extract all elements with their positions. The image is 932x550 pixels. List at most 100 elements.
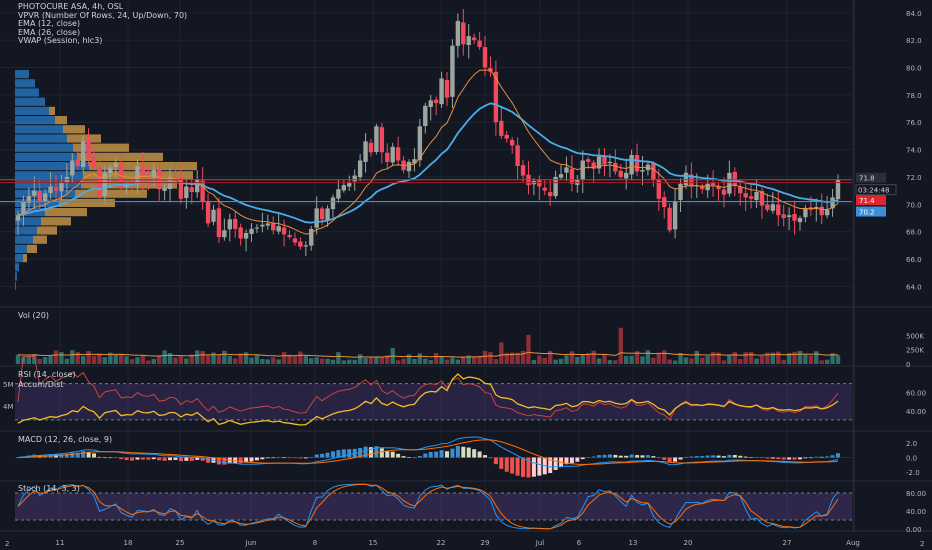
candle-body (347, 182, 352, 187)
volume-bar (575, 356, 580, 364)
macd-histogram-bar (640, 455, 645, 458)
volume-bar (477, 355, 482, 364)
macd-histogram-bar (330, 451, 335, 458)
macd-histogram-bar (412, 457, 417, 459)
volume-bar (629, 355, 634, 364)
volume-bar (542, 357, 547, 364)
macd-histogram-bar (770, 457, 775, 459)
macd-histogram-bar (689, 456, 694, 458)
volume-bar (569, 351, 575, 364)
price-tick-label: 64.0 (906, 283, 922, 291)
volume-bar (233, 358, 238, 364)
volume-bar (385, 355, 390, 364)
volume-bar (748, 352, 754, 364)
vpvr-bar-down (55, 116, 67, 125)
time-tick-label: 13 (629, 539, 638, 547)
macd-histogram-bar (401, 456, 406, 458)
rsi-pane-label[interactable]: RSI (14, close) (18, 370, 76, 379)
volume-bar (70, 350, 75, 364)
macd-histogram-bar (146, 457, 151, 460)
macd-histogram-bar (613, 454, 618, 458)
candle-body (233, 218, 238, 229)
candle-body (395, 147, 401, 161)
volume-pane-label[interactable]: Vol (20) (18, 311, 49, 320)
macd-histogram-bar (379, 448, 384, 458)
macd-histogram-bar (673, 457, 678, 462)
macd-pane-label[interactable]: MACD (12, 26, close, 9) (18, 435, 113, 444)
volume-bar (249, 357, 254, 364)
volume-bar (515, 352, 520, 364)
macd-histogram-bar (787, 457, 792, 460)
macd-histogram-bar (336, 450, 341, 458)
legend-vpvr[interactable]: VPVR (Number Of Rows, 24, Up/Down, 70) (18, 10, 188, 20)
volume-bar (124, 356, 129, 364)
macd-histogram-bar (32, 454, 37, 458)
volume-bar (526, 334, 531, 364)
candle-body (542, 187, 547, 191)
volume-bar (80, 355, 86, 364)
candle-body (759, 190, 765, 206)
candle-body (341, 185, 347, 191)
candle-body (227, 219, 232, 230)
candle-body (515, 145, 520, 166)
volume-bar (129, 359, 135, 364)
volume-bar (417, 353, 423, 364)
macd-histogram-bar (510, 457, 515, 474)
candle-body (569, 168, 575, 184)
price-tick-label: 76.0 (906, 119, 922, 127)
candle-body (765, 204, 770, 210)
macd-histogram-bar (754, 456, 759, 458)
legend-ema12[interactable]: EMA (12, close) (18, 19, 81, 29)
macd-histogram-bar (151, 457, 156, 460)
candle-body (205, 201, 211, 224)
candle-body (613, 162, 618, 172)
volume-bar (357, 354, 363, 364)
candle-body (776, 204, 781, 216)
volume-bar (118, 353, 124, 364)
macd-histogram-bar (92, 453, 97, 458)
volume-bar (314, 357, 319, 364)
macd-histogram-bar (607, 454, 612, 458)
accum-dist-pane-label[interactable]: Accum/Dist (18, 380, 64, 389)
volume-bar (53, 350, 59, 364)
macd-histogram-bar (97, 456, 102, 458)
macd-histogram-bar (445, 451, 450, 458)
time-tick-label: Jul (535, 539, 545, 547)
candle-body (689, 174, 694, 187)
volume-bar (195, 350, 200, 364)
vpvr-bar-up (15, 198, 59, 207)
stoch-pane-label[interactable]: Stoch (14, 3, 3) (18, 484, 80, 493)
candle-body (444, 80, 450, 98)
vpvr-bar-up (15, 70, 29, 79)
ema12-line (17, 69, 839, 235)
vpvr-bar-up (15, 79, 35, 88)
macd-histogram-bar (483, 455, 488, 458)
candle-body (640, 170, 645, 172)
macd-histogram-bar (803, 457, 808, 459)
corner-left-label: 2 (5, 540, 10, 548)
volume-bar (607, 360, 613, 364)
macd-histogram-bar (721, 456, 726, 458)
candle-body (254, 227, 260, 229)
volume-bar (91, 356, 97, 364)
stoch-band (15, 493, 852, 520)
time-tick-label: 22 (437, 539, 446, 547)
macd-histogram-bar (553, 457, 558, 470)
macd-histogram-bar (135, 457, 140, 460)
candle-body (303, 245, 309, 247)
volume-bar (727, 354, 732, 364)
time-tick-label: Jun (245, 539, 257, 547)
volume-bar (634, 351, 640, 364)
candle-body (743, 193, 748, 198)
macd-histogram-bar (776, 457, 781, 460)
macd-histogram-bar (363, 446, 368, 458)
time-tick-label: 6 (577, 539, 582, 547)
macd-histogram-bar (645, 455, 650, 458)
volume-bar (26, 355, 32, 364)
symbol-title: PHOTOCURE ASA, 4h, OSL (18, 2, 124, 11)
candle-body (292, 238, 298, 243)
legend-vwap[interactable]: VWAP (Session, hlc3) (18, 36, 103, 46)
legend-ema26[interactable]: EMA (26, close) (18, 27, 81, 37)
macd-histogram-bar (797, 457, 802, 460)
